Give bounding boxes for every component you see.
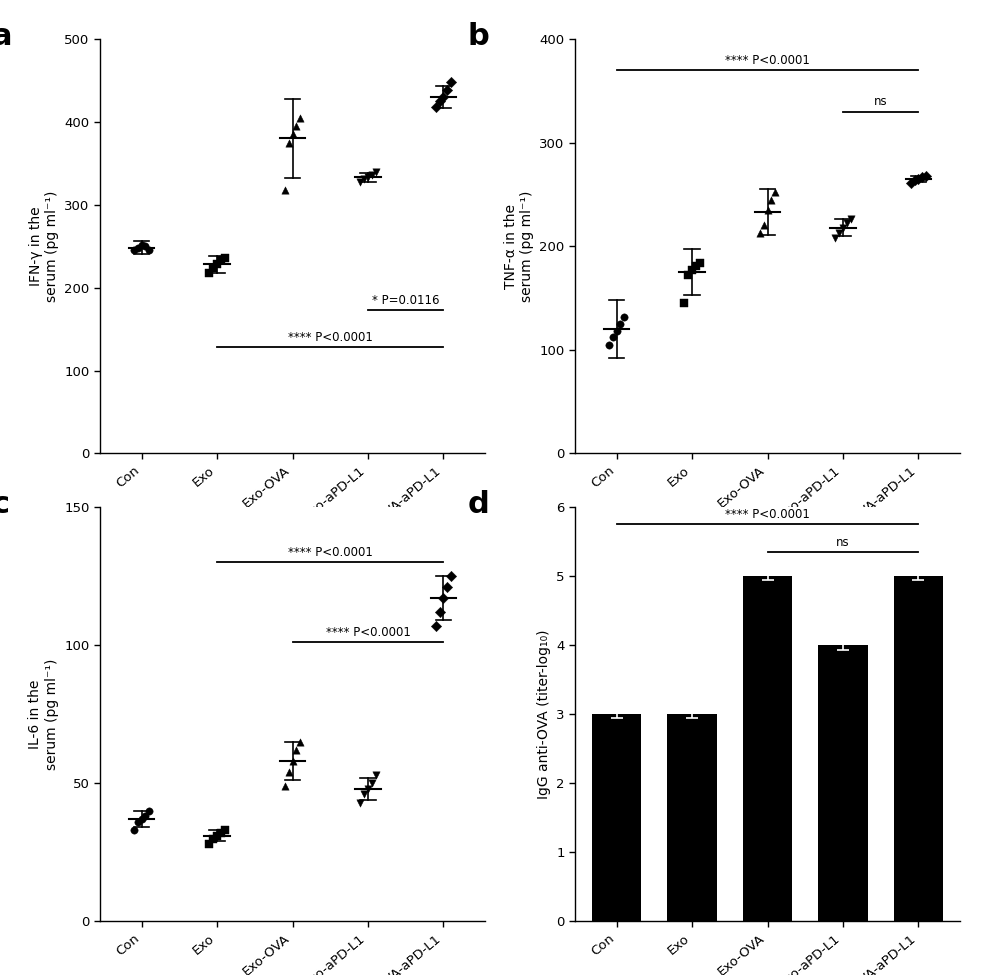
Point [364,775,380,791]
Point [137,238,153,254]
Point [213,825,229,840]
Point [352,795,368,810]
Point [277,182,293,198]
Point [907,172,923,187]
Point [217,822,233,838]
Point [432,94,448,109]
Point [368,164,384,179]
Text: **** P<0.0001: **** P<0.0001 [288,546,373,559]
Point [292,110,308,126]
Point [141,803,157,819]
Text: **** P<0.0001: **** P<0.0001 [326,626,410,639]
Y-axis label: IL-6 in the
serum (pg ml⁻¹): IL-6 in the serum (pg ml⁻¹) [28,658,59,770]
Point [130,814,146,830]
Point [692,255,708,271]
Point [205,260,221,276]
Point [209,255,225,271]
Y-axis label: IFN-γ in the
serum (pg ml⁻¹): IFN-γ in the serum (pg ml⁻¹) [29,190,59,302]
Point [435,590,451,605]
Point [432,604,448,620]
Point [609,324,625,339]
Point [903,176,919,191]
Point [137,808,153,824]
Point [134,237,150,253]
Point [356,787,372,802]
Point [601,336,617,352]
Text: ns: ns [874,96,888,108]
Point [205,831,221,846]
Point [134,811,150,827]
Text: **** P<0.0001: **** P<0.0001 [725,508,810,521]
Point [288,742,304,758]
Point [356,172,372,187]
Point [831,225,847,241]
Point [130,240,146,255]
Point [914,169,930,184]
Point [843,212,859,227]
Point [217,250,233,265]
Point [443,74,459,90]
Point [760,202,776,217]
Point [839,215,855,231]
Bar [818,645,868,921]
Point [209,828,225,843]
Point [277,778,293,794]
Point [284,754,300,769]
Bar [592,714,641,921]
Point [443,568,459,584]
Text: * P=0.0116: * P=0.0116 [372,293,439,307]
Point [612,316,628,332]
Point [684,262,700,278]
Text: b: b [467,22,489,52]
Bar [894,576,943,921]
Text: **** P<0.0001: **** P<0.0001 [725,54,810,66]
Point [281,764,297,780]
Point [141,242,157,257]
Point [364,167,380,182]
Point [767,184,783,200]
Point [605,330,621,345]
Point [288,118,304,134]
Point [126,822,142,838]
Point [126,243,142,258]
Point [352,175,368,190]
Point [281,135,297,150]
Point [910,171,926,186]
Point [428,618,444,634]
Point [756,217,772,233]
Point [360,170,376,185]
Text: **** P<0.0001: **** P<0.0001 [288,331,373,344]
Point [616,309,632,325]
Text: a: a [0,22,13,52]
Point [368,767,384,783]
Point [827,230,843,246]
Point [428,99,444,115]
Y-axis label: IgG anti-OVA (titer-log₁₀): IgG anti-OVA (titer-log₁₀) [537,630,551,799]
Point [201,837,217,852]
Y-axis label: TNF-α in the
serum (pg ml⁻¹): TNF-α in the serum (pg ml⁻¹) [504,190,534,302]
Point [201,265,217,281]
Point [752,225,768,241]
Text: ns: ns [836,535,850,549]
Point [835,219,851,235]
Point [676,295,692,311]
Text: d: d [467,490,489,520]
Point [688,258,704,274]
Point [213,253,229,268]
Point [435,90,451,105]
Point [360,781,376,797]
Point [439,579,455,595]
Point [292,734,308,750]
Point [918,168,934,183]
Bar [743,576,792,921]
Bar [667,714,717,921]
Point [763,192,779,208]
Point [284,127,300,142]
Point [439,83,455,98]
Text: c: c [0,490,10,520]
Point [680,267,696,283]
